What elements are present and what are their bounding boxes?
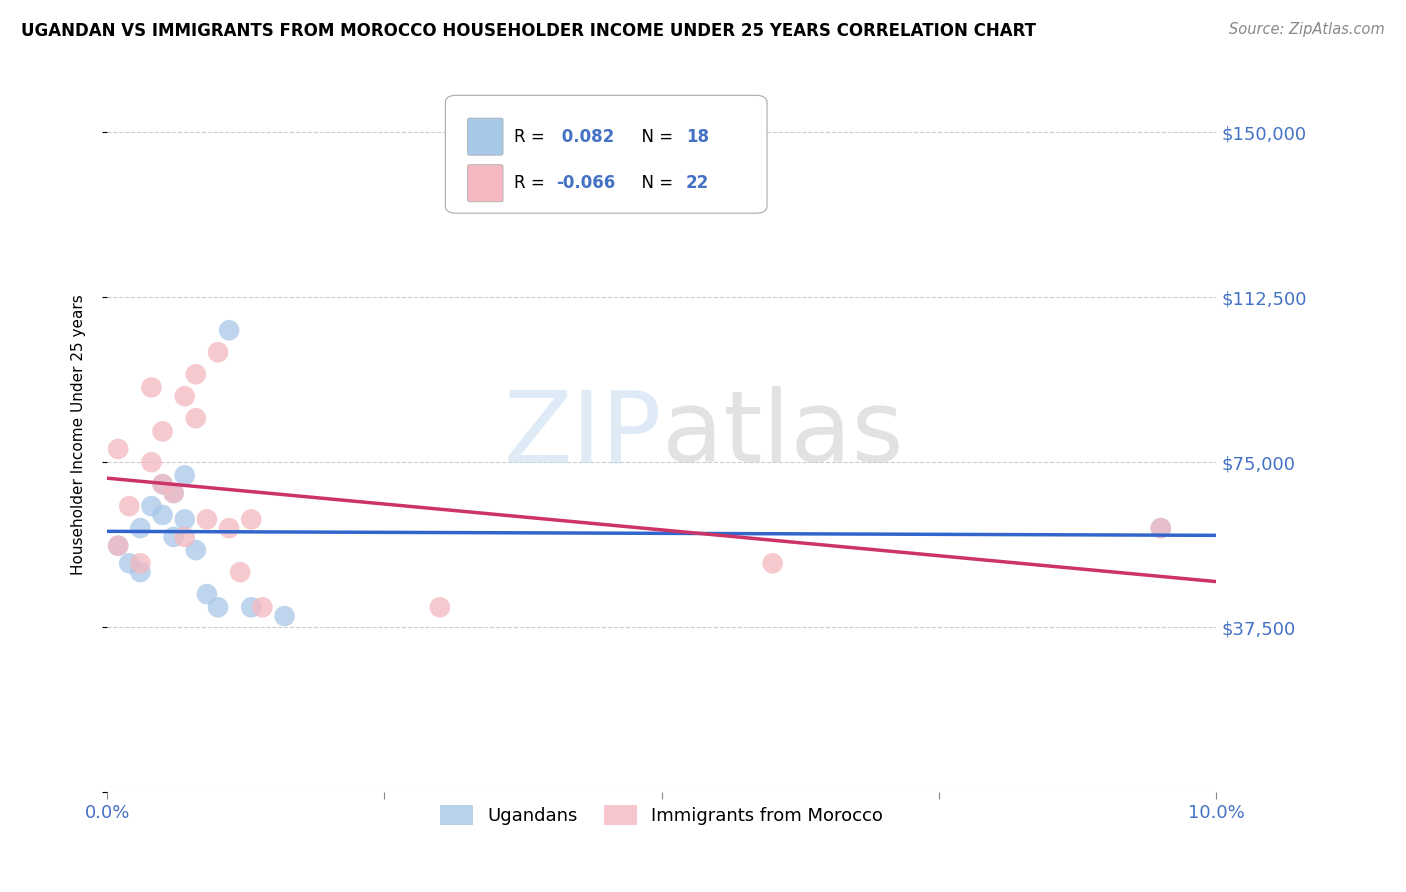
Text: UGANDAN VS IMMIGRANTS FROM MOROCCO HOUSEHOLDER INCOME UNDER 25 YEARS CORRELATION: UGANDAN VS IMMIGRANTS FROM MOROCCO HOUSE…	[21, 22, 1036, 40]
Point	[184, 411, 207, 425]
Point	[141, 499, 163, 513]
Text: atlas: atlas	[662, 386, 903, 483]
Point	[152, 508, 174, 522]
Point	[141, 455, 163, 469]
Y-axis label: Householder Income Under 25 years: Householder Income Under 25 years	[72, 294, 86, 575]
Text: 18: 18	[686, 128, 709, 145]
Point	[107, 539, 129, 553]
Text: 0.082: 0.082	[557, 128, 614, 145]
Point	[141, 380, 163, 394]
Point	[429, 600, 451, 615]
Point	[195, 512, 218, 526]
Point	[173, 530, 195, 544]
Point	[240, 512, 263, 526]
Point	[273, 609, 295, 624]
Point	[207, 600, 229, 615]
Point	[173, 512, 195, 526]
Point	[184, 543, 207, 558]
Point	[184, 368, 207, 382]
Point	[173, 389, 195, 403]
Text: N =: N =	[631, 174, 678, 193]
Text: ZIP: ZIP	[503, 386, 662, 483]
Point	[1150, 521, 1173, 535]
Point	[252, 600, 274, 615]
Point	[129, 565, 152, 579]
Point	[162, 530, 184, 544]
Point	[118, 557, 141, 571]
Point	[761, 557, 783, 571]
Point	[1150, 521, 1173, 535]
Text: -0.066: -0.066	[557, 174, 616, 193]
Text: 22: 22	[686, 174, 710, 193]
Point	[229, 565, 252, 579]
Point	[162, 486, 184, 500]
Text: R =: R =	[515, 174, 550, 193]
Point	[129, 521, 152, 535]
Point	[162, 486, 184, 500]
Point	[107, 539, 129, 553]
Point	[240, 600, 263, 615]
FancyBboxPatch shape	[468, 165, 503, 202]
Point	[152, 477, 174, 491]
Point	[118, 499, 141, 513]
Text: Source: ZipAtlas.com: Source: ZipAtlas.com	[1229, 22, 1385, 37]
Legend: Ugandans, Immigrants from Morocco: Ugandans, Immigrants from Morocco	[432, 796, 893, 834]
Point	[218, 323, 240, 337]
FancyBboxPatch shape	[446, 95, 768, 213]
Point	[173, 468, 195, 483]
Point	[152, 425, 174, 439]
Point	[207, 345, 229, 359]
Text: R =: R =	[515, 128, 550, 145]
FancyBboxPatch shape	[468, 118, 503, 155]
Point	[107, 442, 129, 456]
Point	[218, 521, 240, 535]
Point	[129, 557, 152, 571]
Point	[152, 477, 174, 491]
Text: N =: N =	[631, 128, 678, 145]
Point	[195, 587, 218, 601]
